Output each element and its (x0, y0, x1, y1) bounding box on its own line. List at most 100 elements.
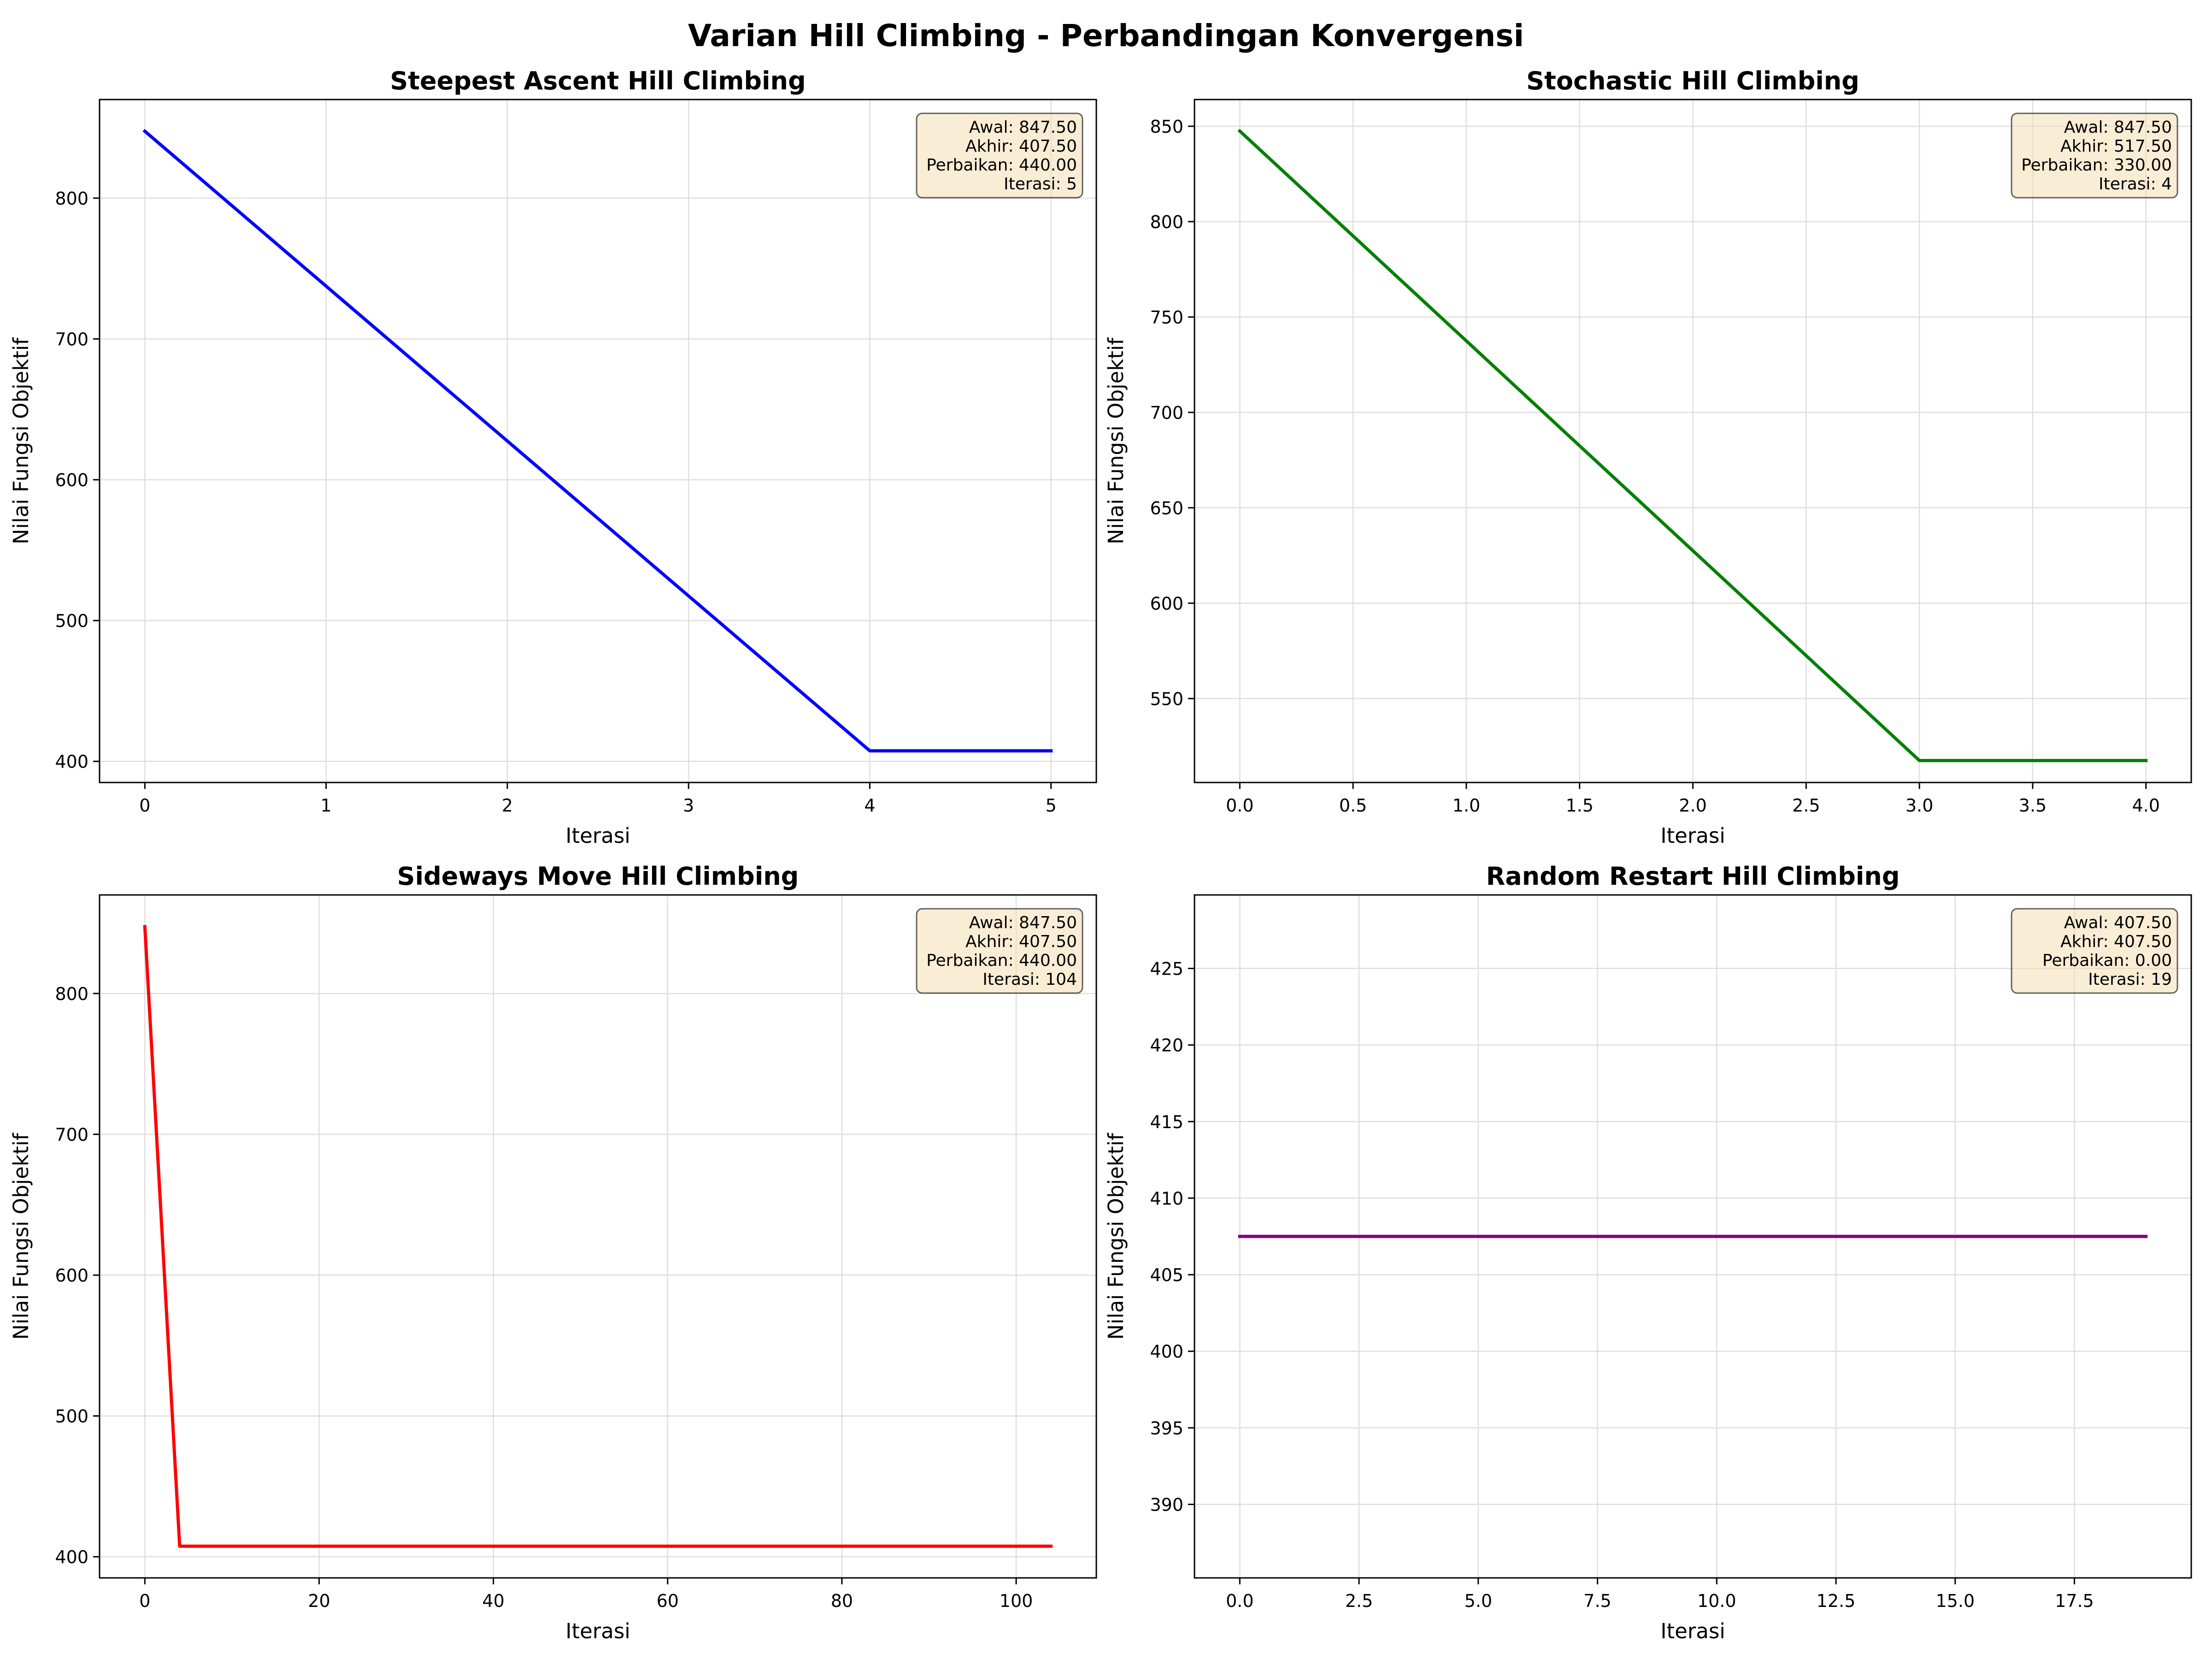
chart-panel-3: 0 20 40 60 80 100 400 500 600 700 800 Sideways Move… (9, 862, 1097, 1643)
series-line (143, 925, 1053, 1548)
stats-line: Perbaikan: 330.00 (2021, 156, 2172, 175)
x-tick-label: 0.5 (1339, 795, 1367, 816)
x-axis-label: Iterasi (1660, 824, 1725, 848)
stats-line: Perbaikan: 440.00 (926, 156, 1077, 175)
x-tick-label: 0.0 (1226, 1591, 1253, 1611)
x-tick-label: 2.0 (1679, 795, 1706, 816)
stats-line: Akhir: 517.50 (2060, 137, 2172, 156)
x-tick-label: 4 (864, 795, 875, 816)
x-tick-label: 10.0 (1697, 1591, 1736, 1611)
stats-line: Akhir: 407.50 (965, 932, 1077, 951)
y-tick-label: 600 (55, 470, 88, 490)
y-tick-label: 700 (55, 329, 88, 349)
x-axis-label: Iterasi (565, 1619, 630, 1643)
axes-frame (99, 894, 1097, 1579)
y-axis-label: Nilai Fungsi Objektif (1104, 337, 1128, 545)
panel-title: Stochastic Hill Climbing (1526, 66, 1859, 95)
y-axis-label: Nilai Fungsi Objektif (9, 337, 33, 545)
y-tick-label: 500 (55, 1406, 88, 1427)
y-tick-label: 800 (55, 984, 88, 1004)
y-tick-label: 500 (55, 611, 88, 631)
panel-title: Sideways Move Hill Climbing (397, 862, 799, 891)
stats-box (916, 112, 1083, 199)
x-tick-label: 7.5 (1583, 1591, 1611, 1611)
stats-line: Iterasi: 4 (2099, 175, 2172, 194)
y-tick-label: 850 (1150, 117, 1183, 137)
x-tick-label: 1.5 (1565, 795, 1593, 816)
panel-title: Steepest Ascent Hill Climbing (390, 66, 806, 95)
stats-line: Perbaikan: 0.00 (2042, 951, 2172, 970)
stats-line: Awal: 407.50 (2064, 913, 2172, 932)
series-line (1237, 129, 2148, 762)
chart-panel-2: 0.0 0.5 1.0 1.5 2.0 2.5 3.0 3.5 4.0 550 600 650 700 7… (1104, 66, 2192, 848)
x-tick-label: 12.5 (1817, 1591, 1856, 1611)
y-tick-label: 415 (1150, 1112, 1183, 1132)
stats-line: Iterasi: 104 (982, 970, 1077, 989)
x-tick-label: 3.0 (1906, 795, 1933, 816)
y-tick-label: 750 (1150, 307, 1183, 328)
y-tick-label: 700 (55, 1124, 88, 1145)
x-tick-label: 17.5 (2055, 1591, 2094, 1611)
y-axis-label: Nilai Fungsi Objektif (1104, 1133, 1128, 1340)
x-tick-label: 5.0 (1465, 1591, 1492, 1611)
stats-line: Akhir: 407.50 (2060, 932, 2172, 951)
stats-box (916, 908, 1083, 994)
y-tick-label: 600 (55, 1265, 88, 1286)
x-tick-label: 40 (482, 1591, 504, 1611)
y-tick-label: 400 (1150, 1341, 1183, 1362)
stats-box (2011, 112, 2178, 199)
x-tick-label: 80 (831, 1591, 853, 1611)
x-tick-label: 2 (502, 795, 513, 816)
y-tick-label: 800 (55, 188, 88, 209)
x-tick-label: 60 (657, 1591, 679, 1611)
axes-frame (1194, 894, 2192, 1579)
x-tick-label: 2.5 (1792, 795, 1820, 816)
stats-box (2011, 908, 2178, 994)
x-axis-label: Iterasi (1660, 1619, 1725, 1643)
stats-line: Awal: 847.50 (969, 118, 1077, 137)
x-tick-label: 0.0 (1226, 795, 1253, 816)
x-tick-label: 0 (139, 1591, 150, 1611)
y-tick-label: 400 (55, 752, 88, 772)
y-tick-label: 405 (1150, 1265, 1183, 1285)
y-tick-label: 395 (1150, 1418, 1183, 1438)
stats-line: Awal: 847.50 (2064, 118, 2172, 137)
stats-line: Iterasi: 19 (2088, 970, 2172, 989)
stats-line: Awal: 847.50 (969, 913, 1077, 932)
y-tick-label: 425 (1150, 959, 1183, 979)
x-tick-label: 4.0 (2132, 795, 2159, 816)
x-axis-label: Iterasi (565, 824, 630, 848)
x-tick-label: 15.0 (1936, 1591, 1975, 1611)
stats-line: Iterasi: 5 (1004, 175, 1077, 194)
x-tick-label: 5 (1046, 795, 1057, 816)
chart-panel-1: 0 1 2 3 4 5 400 500 600 700 800 Steepest Ascent Hil… (9, 66, 1097, 848)
x-tick-label: 0 (139, 795, 150, 816)
panel-title: Random Restart Hill Climbing (1486, 862, 1900, 891)
chart-panel-4: 0.0 2.5 5.0 7.5 10.0 12.5 15.0 17.5 390 395 400 405… (1104, 862, 2192, 1643)
y-axis-label: Nilai Fungsi Objektif (9, 1133, 33, 1340)
stats-line: Akhir: 407.50 (965, 137, 1077, 156)
y-tick-label: 650 (1150, 498, 1183, 518)
y-tick-label: 410 (1150, 1188, 1183, 1209)
x-tick-label: 3.5 (2019, 795, 2047, 816)
y-tick-label: 550 (1150, 689, 1183, 709)
y-tick-label: 390 (1150, 1495, 1183, 1515)
stats-line: Perbaikan: 440.00 (926, 951, 1077, 970)
figure-title: Varian Hill Climbing - Perbandingan Konv… (688, 18, 1524, 53)
y-tick-label: 420 (1150, 1035, 1183, 1056)
x-tick-label: 100 (1000, 1591, 1033, 1611)
y-tick-label: 700 (1150, 403, 1183, 423)
x-tick-label: 2.5 (1345, 1591, 1373, 1611)
x-tick-label: 1.0 (1453, 795, 1480, 816)
x-tick-label: 1 (320, 795, 331, 816)
y-tick-label: 400 (55, 1547, 88, 1567)
series-line (142, 129, 1053, 753)
x-tick-label: 3 (683, 795, 694, 816)
axes-frame (99, 99, 1097, 783)
y-tick-label: 600 (1150, 594, 1183, 614)
x-tick-label: 20 (308, 1591, 330, 1611)
y-tick-label: 800 (1150, 212, 1183, 232)
